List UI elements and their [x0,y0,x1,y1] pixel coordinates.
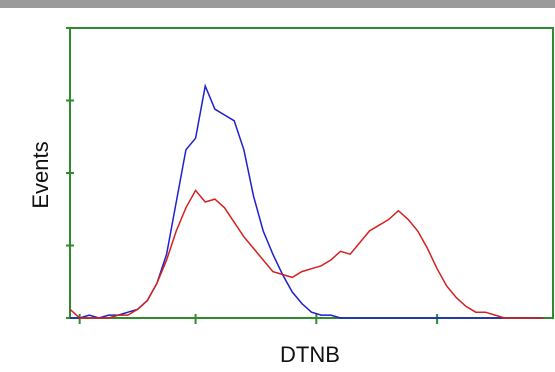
histogram-line [70,83,544,319]
histogram-line [69,189,544,319]
plot-frame [69,27,554,319]
top-strip [0,0,555,8]
x-axis-label: DTNB [280,342,340,367]
y-axis-label: Events [28,141,53,208]
